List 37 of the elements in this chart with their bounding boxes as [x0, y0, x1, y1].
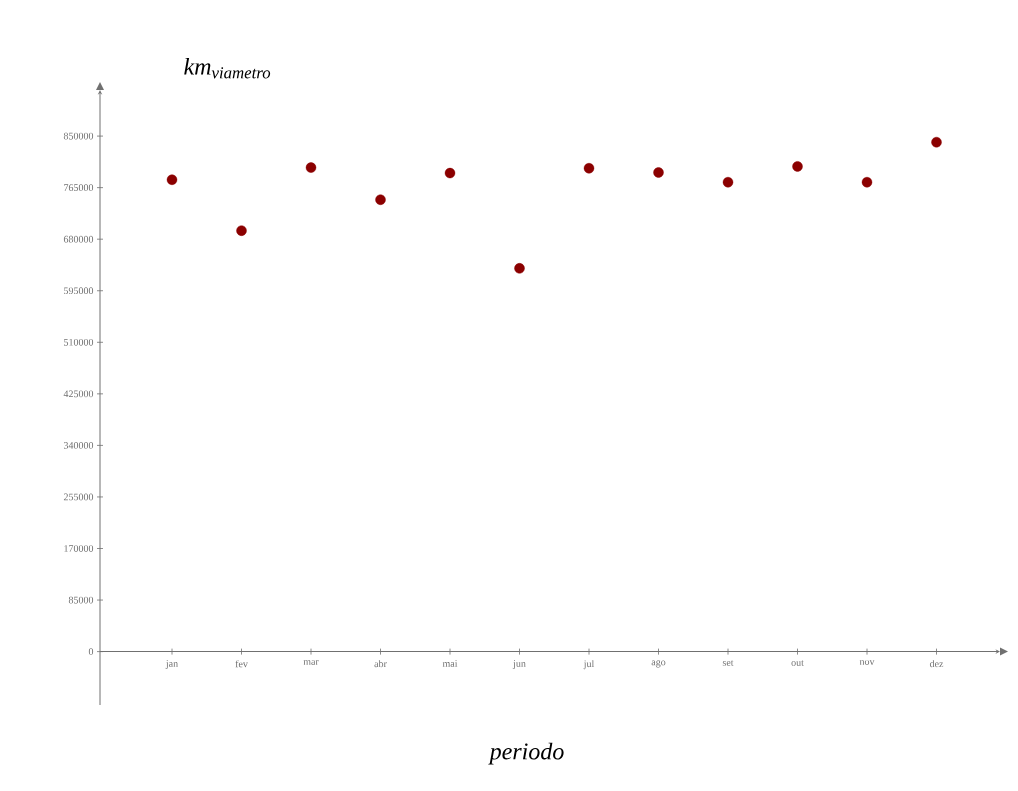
x-tick-label: abr	[374, 660, 387, 668]
y-tick-label: 425000	[63, 390, 94, 398]
y-tick-label: 85000	[68, 596, 94, 604]
x-tick-label: mar	[303, 660, 319, 665]
x-tick-label: out	[791, 660, 804, 666]
point	[861, 176, 873, 188]
point	[653, 167, 664, 178]
x-tick-label: jan	[165, 660, 178, 669]
y-tick-label: 170000	[64, 545, 94, 552]
point	[305, 162, 317, 173]
point	[514, 263, 525, 274]
y-tick-label: 850000	[63, 132, 94, 140]
x-axis-title: periodo	[488, 742, 564, 765]
point	[236, 225, 247, 236]
x-tick-label: fev	[235, 660, 248, 668]
point	[166, 174, 178, 185]
point	[792, 161, 803, 172]
point	[375, 194, 386, 205]
y-tick-label: 595000	[64, 287, 94, 295]
point	[722, 176, 734, 188]
y-tick-label: 680000	[63, 235, 94, 243]
x-tick-label: nov	[859, 660, 875, 665]
x-tick-label: dez	[929, 660, 944, 668]
y-tick-label: 255000	[63, 493, 94, 501]
point	[444, 167, 456, 179]
x-tick-label: set	[722, 660, 734, 666]
x-tick-label: mai	[442, 660, 458, 667]
x-tick-label: ago	[651, 660, 666, 668]
y-tick-label: 510000	[64, 338, 94, 346]
x-tick-label: jul	[583, 660, 595, 670]
y-tick-label: 765000	[64, 184, 94, 191]
point	[583, 163, 595, 174]
x-tick-label: jun	[512, 660, 526, 669]
point	[931, 136, 942, 148]
y-axis-title: km$_{viametro}$	[184, 57, 271, 79]
y-tick-label: 0	[88, 648, 94, 655]
y-tick-label: 340000	[63, 442, 94, 449]
